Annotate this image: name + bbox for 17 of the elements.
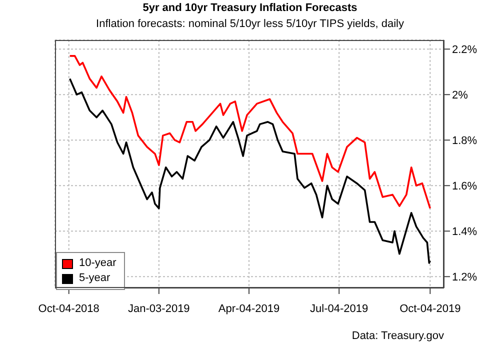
x-tick-label: Jul-04-2019 (310, 302, 368, 315)
y-tick-label: 1.4% (452, 226, 478, 238)
y-tick-label: 1.8% (452, 135, 478, 148)
x-tick-label: Oct-04-2018 (38, 302, 100, 315)
text: Data: Treasury.gov (352, 330, 444, 342)
legend-label: 5-year (79, 271, 110, 286)
chart-title: 5yr and 10yr Treasury Inflation Forecasts (142, 2, 358, 14)
x-tick-label: Jan-03-2019 (128, 302, 190, 315)
y-tick-label: 2.2% (452, 44, 478, 56)
y-tick-label: 2% (452, 90, 468, 102)
line-series (68, 55, 432, 210)
legend-label: 10-year (79, 256, 116, 271)
x-tick-label: Oct-04-2019 (400, 302, 461, 315)
y-tick-label: 1.6% (452, 180, 478, 193)
y-tick-label: 1.2% (452, 272, 478, 284)
chart-subtitle: Inflation forecasts: nominal 5/10yr less 5/10yr TIPS yields, daily (95, 18, 405, 30)
x-tick-label: Apr-04-2019 (218, 302, 280, 315)
